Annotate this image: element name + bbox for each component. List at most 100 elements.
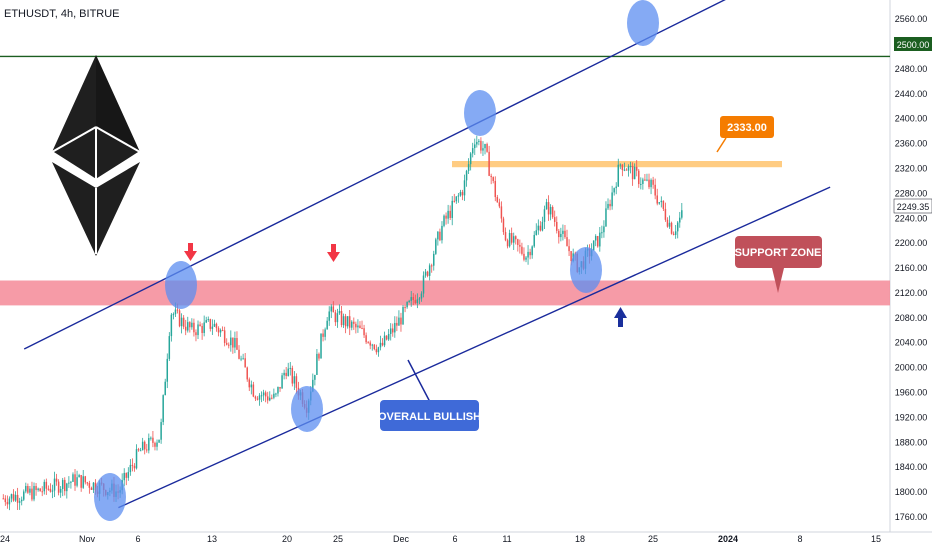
price-tag-callout[interactable]: 2333.00 bbox=[716, 116, 774, 153]
candle-body-68 bbox=[141, 441, 144, 451]
candle-body-25 bbox=[53, 478, 56, 491]
candle-body-172 bbox=[355, 323, 357, 328]
candle-body-39 bbox=[82, 476, 84, 488]
candle-body-27 bbox=[57, 481, 60, 493]
candle-body-95 bbox=[197, 324, 199, 336]
candle-body-29 bbox=[61, 479, 64, 489]
candle-body-128 bbox=[264, 392, 267, 397]
candle-body-99 bbox=[205, 320, 207, 323]
candle-body-44 bbox=[92, 482, 95, 490]
candle-body-136 bbox=[281, 375, 283, 389]
candle-body-19 bbox=[41, 491, 43, 493]
candle-body-114 bbox=[236, 338, 238, 350]
overall-bullish-callout[interactable]: OVERALL BULLISH bbox=[378, 359, 481, 431]
candle-body-251 bbox=[517, 239, 519, 245]
candle-body-257 bbox=[529, 251, 531, 256]
candle-body-132 bbox=[273, 393, 275, 398]
candle-body-193 bbox=[398, 317, 400, 326]
x-tick-label: 8 bbox=[797, 534, 802, 544]
price-axis[interactable]: 2560.002520.002480.002440.002400.002360.… bbox=[895, 14, 928, 522]
candle-body-303 bbox=[623, 169, 626, 171]
candle-body-219 bbox=[451, 200, 453, 218]
candle-body-4 bbox=[10, 494, 13, 499]
candle-body-230 bbox=[474, 144, 476, 149]
candle-body-233 bbox=[480, 140, 482, 151]
candle-body-173 bbox=[357, 325, 359, 328]
time-axis[interactable]: 24 Nov 6 13 20 25 Dec 6 11 18 25 2024 8 15 bbox=[0, 534, 881, 544]
candle-body-225 bbox=[463, 180, 466, 196]
candle-body-170 bbox=[351, 321, 353, 328]
candle-body-32 bbox=[68, 482, 70, 484]
candle-body-214 bbox=[441, 225, 443, 241]
candle-body-123 bbox=[254, 396, 257, 399]
candle-body-276 bbox=[568, 246, 570, 252]
candle-body-218 bbox=[449, 210, 451, 218]
candle-body-125 bbox=[258, 395, 261, 400]
candle-body-232 bbox=[478, 140, 480, 142]
candle-body-101 bbox=[209, 319, 212, 329]
candle-body-93 bbox=[193, 322, 195, 333]
candle-body-116 bbox=[240, 358, 242, 360]
candle-body-269 bbox=[553, 217, 556, 222]
candle-body-329 bbox=[676, 222, 679, 232]
candle-body-272 bbox=[560, 233, 562, 238]
candle-body-250 bbox=[515, 236, 517, 240]
candle-body-206 bbox=[424, 271, 427, 276]
candle-body-186 bbox=[383, 335, 386, 346]
y-tick-label: 2240.00 bbox=[895, 213, 928, 223]
price-tag-text: 2333.00 bbox=[727, 122, 767, 134]
candle-body-130 bbox=[269, 397, 271, 401]
candle-body-100 bbox=[207, 319, 210, 321]
candle-body-104 bbox=[215, 323, 218, 329]
candle-body-127 bbox=[262, 392, 265, 396]
candle-body-205 bbox=[422, 275, 425, 294]
candle-body-131 bbox=[271, 397, 273, 399]
candle-body-198 bbox=[408, 300, 410, 302]
candle-body-84 bbox=[174, 309, 177, 315]
candle-body-207 bbox=[426, 271, 429, 276]
candle-body-138 bbox=[285, 372, 287, 376]
candle-body-156 bbox=[322, 333, 324, 337]
support-zone-band bbox=[0, 280, 890, 306]
candle-body-194 bbox=[400, 317, 402, 325]
y-tick-label: 2280.00 bbox=[895, 188, 928, 198]
y-tick-label: 1800.00 bbox=[895, 487, 928, 497]
candle-body-254 bbox=[523, 253, 525, 260]
candle-body-229 bbox=[471, 148, 474, 154]
y-tick-label: 2360.00 bbox=[895, 139, 928, 149]
y-tick-label: 2400.00 bbox=[895, 114, 928, 124]
candle-body-74 bbox=[154, 442, 156, 447]
candle-body-119 bbox=[246, 367, 248, 380]
candle-body-299 bbox=[615, 186, 617, 189]
candle-body-110 bbox=[228, 344, 230, 346]
candle-body-169 bbox=[348, 316, 351, 328]
candle-body-80 bbox=[166, 358, 169, 382]
channel-upper-line[interactable] bbox=[23, 0, 736, 350]
candle-body-72 bbox=[150, 437, 152, 439]
channel-lower-line[interactable] bbox=[118, 186, 831, 509]
candle-body-265 bbox=[545, 202, 548, 210]
candle-body-96 bbox=[199, 324, 201, 327]
candle-body-226 bbox=[465, 170, 468, 181]
candle-body-133 bbox=[275, 393, 277, 395]
y-tick-label: 2440.00 bbox=[895, 89, 928, 99]
candle-body-118 bbox=[244, 358, 246, 368]
y-tick-label: 2000.00 bbox=[895, 363, 928, 373]
candle-body-163 bbox=[336, 313, 339, 323]
x-tick-label: 25 bbox=[333, 534, 343, 544]
candle-body-234 bbox=[482, 148, 484, 151]
candle-body-261 bbox=[537, 225, 540, 231]
candle-body-195 bbox=[402, 307, 404, 325]
candle-body-191 bbox=[394, 322, 396, 333]
x-tick-label: 11 bbox=[502, 534, 511, 544]
candle-body-252 bbox=[519, 244, 521, 247]
candle-body-26 bbox=[55, 478, 58, 482]
candle-body-165 bbox=[340, 311, 343, 326]
candle-body-137 bbox=[283, 372, 285, 376]
candle-body-188 bbox=[387, 333, 390, 340]
support-zone-callout[interactable]: SUPPORT ZONE bbox=[735, 236, 822, 293]
candle-body-5 bbox=[12, 494, 15, 501]
candle-body-331 bbox=[681, 210, 683, 218]
